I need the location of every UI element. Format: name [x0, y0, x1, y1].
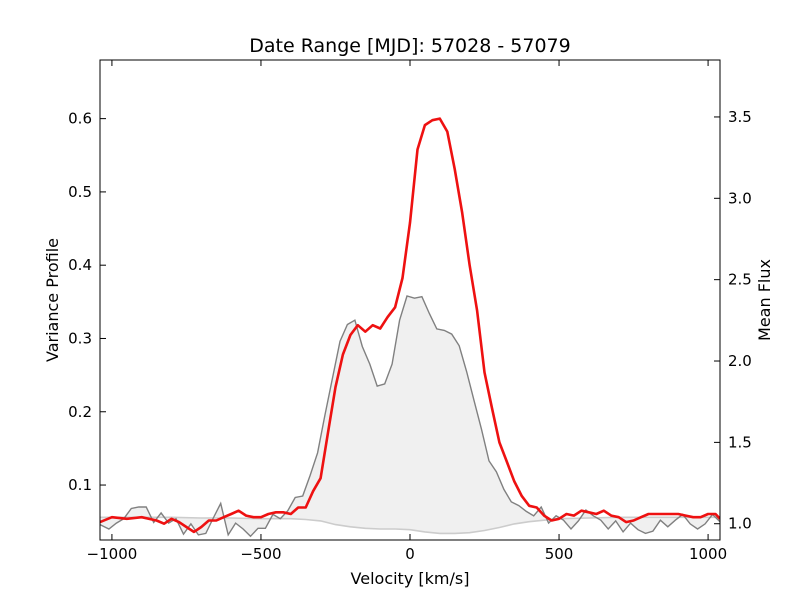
left-y-tick-label: 0.6	[68, 110, 92, 128]
right-y-tick-label: 2.5	[728, 271, 752, 289]
x-axis-title: Velocity [km/s]	[351, 569, 470, 588]
right-y-tick-label: 3.0	[728, 189, 752, 207]
left-y-tick-label: 0.2	[68, 403, 92, 421]
x-tick-label: −500	[240, 545, 281, 563]
right-y-tick-label: 1.5	[728, 433, 752, 451]
left-y-axis-title: Variance Profile	[43, 238, 62, 362]
x-tick-label: 0	[405, 545, 415, 563]
left-y-axis: 0.1 0.2 0.3 0.4 0.5 0.6	[68, 110, 106, 494]
x-axis: −1000 −500 0 500 1000	[87, 60, 727, 563]
right-y-axis: 1.0 1.5 2.0 2.5 3.0 3.5	[714, 108, 752, 533]
x-tick-label: −1000	[87, 545, 138, 563]
mean-flux-line	[100, 117, 720, 534]
left-y-tick-label: 0.4	[68, 256, 92, 274]
variance-profile-line	[100, 295, 720, 538]
left-y-tick-label: 0.5	[68, 183, 92, 201]
left-y-tick-label: 0.3	[68, 329, 92, 347]
chart-title: Date Range [MJD]: 57028 - 57079	[249, 35, 570, 57]
right-y-axis-title: Mean Flux	[755, 259, 774, 341]
right-y-tick-label: 1.0	[728, 515, 752, 533]
right-y-tick-label: 2.0	[728, 352, 752, 370]
rms-floor-line	[100, 516, 720, 535]
right-y-tick-label: 3.5	[728, 108, 752, 126]
plot-area	[100, 117, 720, 538]
variance-fill-area	[100, 296, 720, 537]
left-y-tick-label: 0.1	[68, 476, 92, 494]
x-tick-label: 500	[545, 545, 574, 563]
x-tick-label: 1000	[689, 545, 727, 563]
